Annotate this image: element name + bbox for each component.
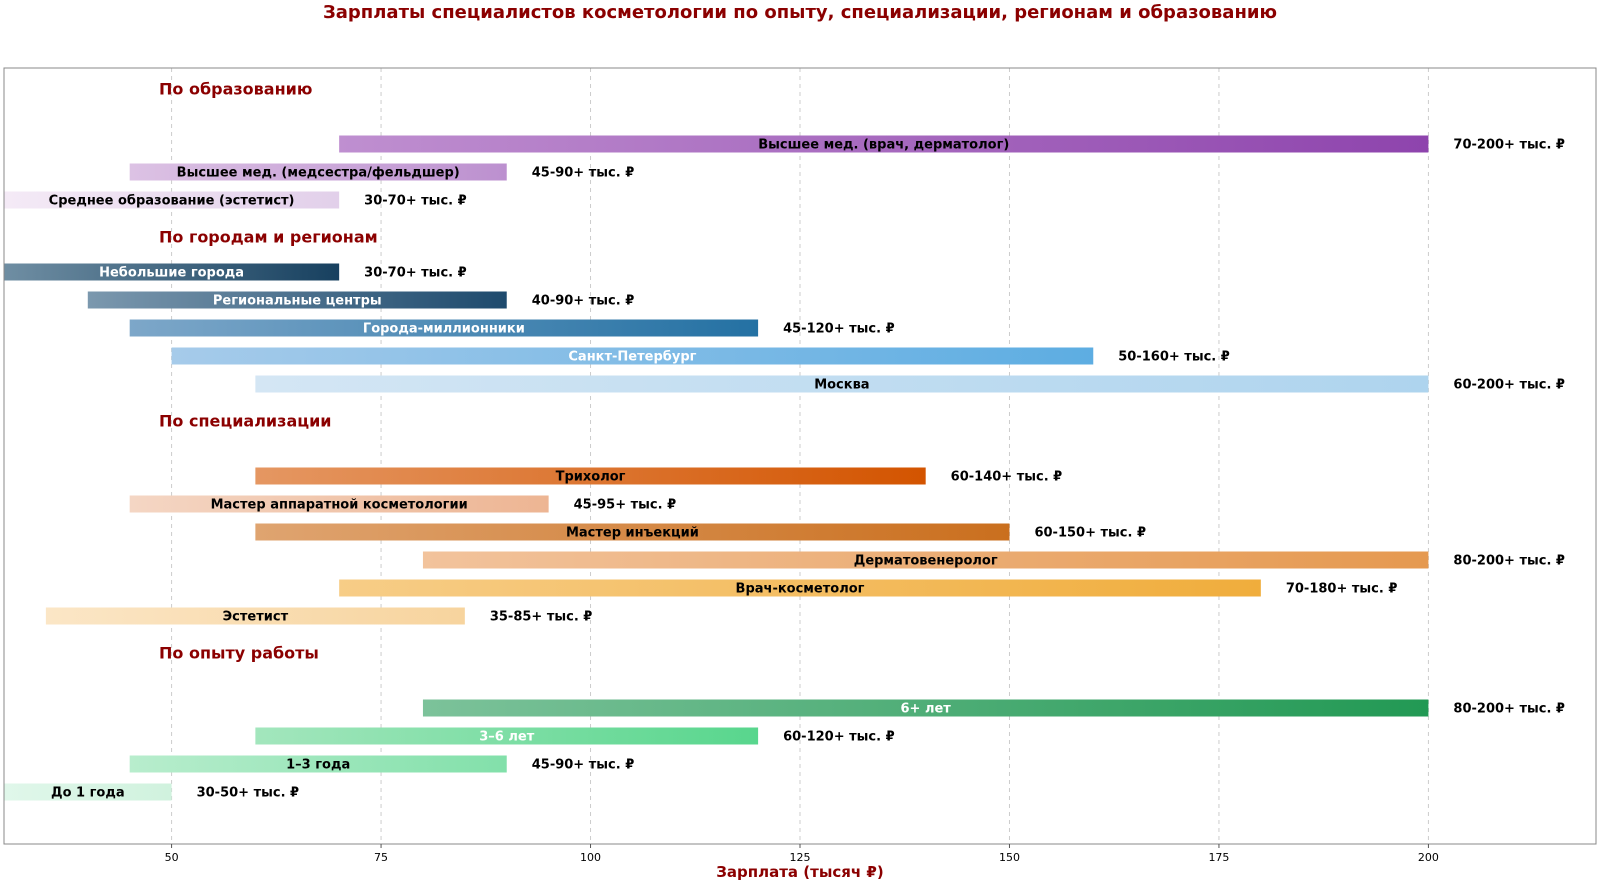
value-label: 45-120+ тыс. ₽ (783, 322, 895, 337)
value-label: 40-90+ тыс. ₽ (532, 294, 635, 309)
bar (129, 755, 507, 773)
x-tick-label: 150 (999, 851, 1020, 864)
x-tick-label: 75 (374, 851, 388, 864)
bar (255, 375, 1429, 393)
bar (4, 191, 340, 209)
value-label: 80-200+ тыс. ₽ (1453, 554, 1565, 569)
value-label: 45-90+ тыс. ₽ (532, 758, 635, 773)
bar (4, 263, 340, 281)
value-label: 30-50+ тыс. ₽ (197, 786, 300, 801)
x-tick-label: 125 (790, 851, 811, 864)
bar (255, 523, 1010, 541)
value-label: 30-70+ тыс. ₽ (364, 194, 467, 209)
x-tick-label: 175 (1208, 851, 1229, 864)
x-tick-label: 200 (1418, 851, 1439, 864)
bar-label: Врач-косметолог (736, 582, 865, 597)
bar-label: Санкт-Петербург (568, 350, 696, 365)
value-label: 60-120+ тыс. ₽ (783, 730, 895, 745)
bar-label: Высшее мед. (медсестра/фельдшер) (177, 166, 460, 181)
bar (255, 467, 926, 485)
bar-label: 1–3 года (286, 758, 350, 773)
bar (129, 319, 759, 337)
bar-label: 6+ лет (901, 702, 952, 717)
bar-label: До 1 года (51, 786, 125, 801)
bar-label: Города-миллионники (363, 322, 525, 337)
bar-label: Региональные центры (213, 294, 382, 309)
group-heading: По городам и регионам (159, 228, 378, 247)
bar-label: Мастер аппаратной косметологии (211, 498, 468, 513)
bar (45, 607, 465, 625)
bar-label: Москва (814, 378, 869, 393)
bar-label: 3–6 лет (479, 730, 534, 745)
value-label: 60-200+ тыс. ₽ (1453, 378, 1565, 393)
value-label: 60-140+ тыс. ₽ (951, 470, 1063, 485)
x-tick-label: 50 (165, 851, 179, 864)
bars (4, 135, 1429, 801)
bar-label: Трихолог (556, 470, 626, 485)
x-axis-label: Зарплата (тысяч ₽) (716, 863, 883, 881)
value-label: 45-90+ тыс. ₽ (532, 166, 635, 181)
value-label: 50-160+ тыс. ₽ (1118, 350, 1230, 365)
value-label: 60-150+ тыс. ₽ (1034, 526, 1146, 541)
bar (171, 347, 1094, 365)
bar (129, 163, 507, 181)
value-label: 80-200+ тыс. ₽ (1453, 702, 1565, 717)
value-label: 70-200+ тыс. ₽ (1453, 138, 1565, 153)
bar (422, 699, 1429, 717)
bar (339, 135, 1429, 153)
bar (422, 551, 1429, 569)
x-tick-label: 100 (580, 851, 601, 864)
bar-label: Среднее образование (эстетист) (49, 194, 295, 209)
bar (255, 727, 759, 745)
x-axis-ticks: 50 75 100 125 150 175 200 (165, 844, 1439, 864)
value-label: 45-95+ тыс. ₽ (574, 498, 677, 513)
bar-label: Мастер инъекций (566, 526, 699, 541)
bar-label: Эстетист (223, 610, 289, 625)
group-heading: По опыту работы (159, 644, 319, 663)
chart-title: Зарплаты специалистов косметологии по оп… (322, 2, 1278, 23)
bar-label: Дерматовенеролог (854, 554, 998, 569)
bar (339, 579, 1261, 597)
value-label: 70-180+ тыс. ₽ (1286, 582, 1398, 597)
value-label: 35-85+ тыс. ₽ (490, 610, 593, 625)
group-heading: По образованию (159, 80, 312, 99)
group-heading: По специализации (159, 412, 332, 431)
bar (87, 291, 507, 309)
bar (4, 783, 172, 801)
bar-label: Небольшие города (99, 266, 244, 281)
value-label: 30-70+ тыс. ₽ (364, 266, 467, 281)
bar (129, 495, 549, 513)
bar-label: Высшее мед. (врач, дерматолог) (758, 138, 1009, 153)
labels: По образованию Высшее мед. (врач, дермато… (49, 80, 1565, 801)
